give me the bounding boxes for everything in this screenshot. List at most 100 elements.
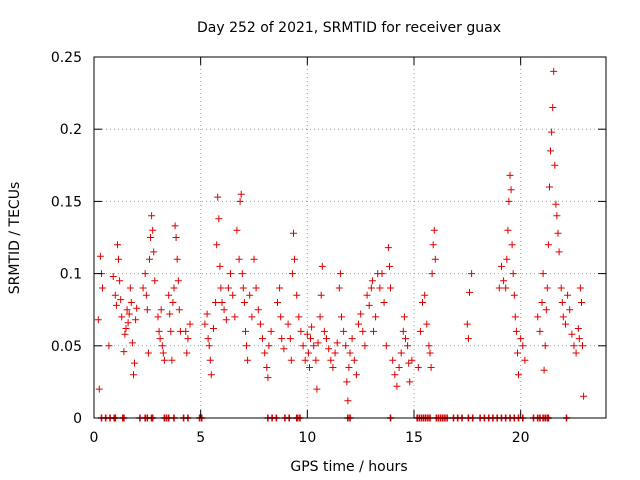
data-point (559, 313, 567, 321)
data-point (574, 325, 582, 332)
data-point (237, 190, 245, 198)
data-point (502, 284, 510, 292)
data-point (500, 277, 508, 285)
data-point (368, 277, 376, 285)
data-point (363, 291, 371, 299)
data-point (329, 364, 337, 371)
data-point (290, 229, 297, 237)
data-point (384, 244, 392, 252)
data-point (431, 255, 439, 263)
data-point (359, 327, 367, 335)
data-point (263, 364, 271, 371)
x-tick-label: 5 (196, 430, 205, 446)
data-point (205, 342, 213, 350)
data-point (564, 291, 572, 299)
data-point (310, 342, 318, 350)
data-point (157, 306, 165, 314)
data-point (515, 371, 522, 379)
data-point (519, 342, 527, 350)
data-point (186, 320, 194, 328)
data-point (333, 339, 341, 347)
y-tick-labels: 0 0.05 0.1 0.15 0.2 0.25 (51, 50, 82, 427)
data-point (393, 382, 401, 390)
data-point (222, 316, 230, 324)
data-point (425, 342, 433, 350)
data-point (172, 234, 180, 241)
y-tick-label: 0 (73, 411, 82, 427)
data-point (114, 241, 121, 249)
axis-ticks (93, 56, 606, 419)
data-point (540, 366, 548, 374)
data-point (277, 313, 285, 321)
x-tick-label: 0 (90, 430, 99, 446)
data-point (361, 342, 369, 350)
data-point (345, 364, 353, 371)
data-point (151, 277, 159, 285)
data-points (94, 67, 588, 422)
data-point (566, 306, 574, 314)
data-point (327, 356, 335, 364)
data-point (312, 356, 320, 364)
data-point (166, 310, 174, 318)
data-point (242, 327, 249, 335)
data-point (217, 284, 225, 292)
data-point (218, 299, 226, 306)
x-tick-label: 10 (298, 430, 316, 446)
data-point (154, 313, 162, 321)
data-point (239, 284, 247, 292)
data-point (243, 342, 250, 350)
y-tick-label: 0.1 (60, 267, 82, 283)
data-point (543, 284, 551, 292)
data-point (517, 335, 525, 343)
data-point (293, 291, 301, 299)
data-point (117, 296, 125, 304)
y-tick-label: 0.25 (51, 50, 82, 66)
x-axis-label: GPS time / hours (290, 459, 407, 475)
x-tick-labels: 0 5 10 15 20 (90, 430, 530, 446)
data-point (142, 291, 150, 299)
data-point (159, 349, 167, 357)
data-point (147, 234, 154, 241)
data-point (95, 385, 103, 393)
data-point (264, 374, 272, 382)
data-point (316, 313, 324, 321)
data-point (133, 304, 141, 312)
data-point (115, 255, 122, 263)
data-point (546, 183, 553, 191)
data-point (468, 270, 476, 278)
data-point (498, 262, 505, 270)
data-point (367, 284, 375, 292)
data-point (306, 364, 313, 371)
data-point (130, 371, 137, 379)
data-point (572, 349, 580, 357)
data-point (314, 339, 322, 347)
data-point (575, 335, 583, 343)
data-point (167, 327, 175, 335)
data-point (227, 270, 234, 278)
data-point (280, 345, 288, 353)
data-point (165, 291, 173, 299)
data-point (542, 306, 550, 314)
data-point (355, 320, 362, 328)
data-point (210, 325, 217, 332)
data-point (464, 335, 472, 343)
data-point (238, 270, 246, 278)
data-point (265, 342, 273, 350)
data-point (391, 371, 399, 379)
data-point (122, 325, 130, 332)
data-point (514, 349, 521, 357)
data-point (229, 291, 237, 299)
data-point (276, 284, 284, 292)
data-point (429, 241, 437, 249)
data-point (304, 349, 312, 357)
data-point (246, 291, 254, 299)
data-point (346, 349, 354, 357)
data-point (132, 316, 140, 324)
data-point (342, 342, 350, 350)
data-point (284, 320, 292, 328)
data-point (318, 262, 326, 270)
data-point (397, 349, 405, 357)
data-point (553, 212, 561, 220)
data-point (538, 299, 546, 306)
